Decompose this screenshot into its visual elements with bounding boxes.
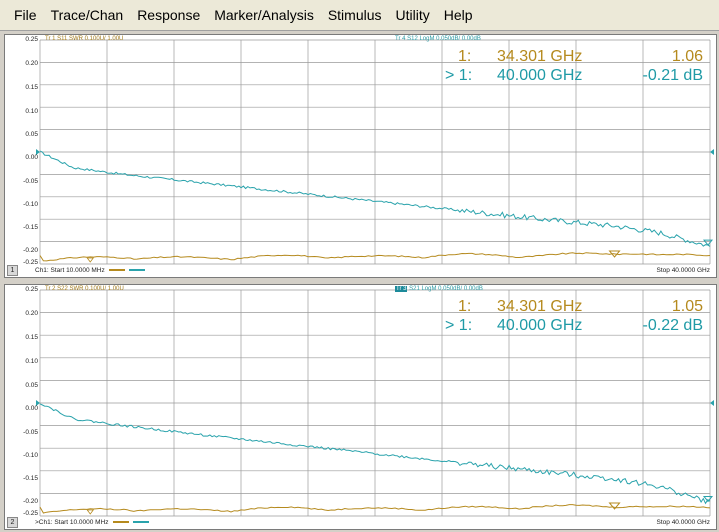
y-tick: -0.10 xyxy=(23,452,38,459)
y-tick: -0.20 xyxy=(23,247,38,254)
legend-logm-swatch xyxy=(132,521,149,524)
y-tick: 0.10 xyxy=(25,108,38,115)
channel-2-footer: 2 >Ch1: Start 10.0000 MHz Stop 40.0000 G… xyxy=(5,517,716,529)
sweep-start[interactable]: Ch1: Start 10.0000 MHz xyxy=(35,265,145,277)
legend-swr-swatch xyxy=(112,521,129,524)
channel-2-plot[interactable] xyxy=(5,285,716,529)
marker-start-icon xyxy=(86,257,95,263)
marker-1-value: 1.06 xyxy=(671,48,703,65)
y-tick: -0.25 xyxy=(23,510,38,517)
trace-4-id: Tr 4 xyxy=(395,36,406,42)
y-tick: -0.05 xyxy=(23,178,38,185)
channel-2-panel[interactable]: Tr 2 S22 SWR 0.100U/ 1.00U Tr 3 S21 LogM… xyxy=(4,284,717,530)
y-tick: 0.00 xyxy=(25,154,38,161)
sweep-stop[interactable]: Stop 40.0000 GHz xyxy=(656,267,710,274)
channel-1-number[interactable]: 1 xyxy=(7,265,18,276)
y-tick: -0.05 xyxy=(23,429,38,436)
trace-2-header[interactable]: Tr 2 S22 SWR 0.100U/ 1.00U xyxy=(45,286,124,292)
channel-2-number[interactable]: 2 xyxy=(7,517,18,528)
trace-logm-line xyxy=(39,403,711,505)
menu-bar: File Trace/Chan Response Marker/Analysis… xyxy=(0,0,719,31)
menu-utility[interactable]: Utility xyxy=(395,7,430,23)
channel-1-footer: 1 Ch1: Start 10.0000 MHz Stop 40.0000 GH… xyxy=(5,265,716,277)
legend-swr-swatch xyxy=(108,269,125,272)
trace-4-header[interactable]: Tr 4 S12 LogM 0.050dB/ 0.00dB xyxy=(395,36,481,43)
reference-arrow-right-icon xyxy=(710,149,714,155)
channel-1-panel[interactable]: Tr 1 S11 SWR 0.100U/ 1.00U Tr 4 S12 LogM… xyxy=(4,34,717,278)
marker-1-label[interactable]: 1: xyxy=(458,48,472,65)
trace-3-header[interactable]: Tr 3 S21 LogM 0.050dB/ 0.00dB xyxy=(395,286,483,293)
y-tick: -0.25 xyxy=(23,259,38,266)
sweep-start-label: >Ch1: Start 10.0000 MHz xyxy=(35,519,109,526)
menu-file[interactable]: File xyxy=(14,7,37,23)
marker-1-label[interactable]: 1: xyxy=(458,298,472,315)
y-tick: -0.15 xyxy=(23,475,38,482)
menu-marker-analysis[interactable]: Marker/Analysis xyxy=(214,7,314,23)
trace-swr-line xyxy=(39,504,711,514)
marker-1-value: 1.05 xyxy=(671,298,703,315)
marker-1-triangle-icon xyxy=(608,250,621,258)
channel-1-plot[interactable] xyxy=(5,35,716,277)
reference-arrow-left-icon xyxy=(36,149,40,155)
marker-2-frequency[interactable]: 40.000 GHz xyxy=(497,317,583,334)
y-tick: 0.25 xyxy=(25,286,38,293)
menu-response[interactable]: Response xyxy=(137,7,201,23)
marker-2-value: -0.22 dB xyxy=(642,317,703,334)
y-tick: 0.05 xyxy=(25,131,38,138)
menu-help[interactable]: Help xyxy=(443,7,473,23)
y-tick: 0.10 xyxy=(25,358,38,365)
y-tick: 0.00 xyxy=(25,405,38,412)
trace-3-id: Tr 3 xyxy=(395,286,408,292)
menu-trace-chan[interactable]: Trace/Chan xyxy=(50,7,124,23)
marker-2-value: -0.21 dB xyxy=(642,67,703,84)
sweep-start-label: Ch1: Start 10.0000 MHz xyxy=(35,267,105,274)
trace-swr-line xyxy=(39,252,711,262)
y-tick: 0.20 xyxy=(25,310,38,317)
y-tick: -0.15 xyxy=(23,224,38,231)
trace-4-params: S12 LogM 0.050dB/ 0.00dB xyxy=(405,36,481,42)
y-tick: 0.25 xyxy=(25,36,38,43)
legend-logm-swatch xyxy=(128,269,145,272)
y-tick: -0.10 xyxy=(23,201,38,208)
y-tick: 0.15 xyxy=(25,84,38,91)
y-tick: 0.20 xyxy=(25,60,38,67)
marker-1-frequency[interactable]: 34.301 GHz xyxy=(497,48,583,65)
marker-1-frequency[interactable]: 34.301 GHz xyxy=(497,298,583,315)
marker-2-label[interactable]: > 1: xyxy=(445,67,473,84)
marker-1-triangle-icon xyxy=(608,502,621,510)
trace-logm-line xyxy=(39,150,711,247)
reference-arrow-left-icon xyxy=(36,400,40,406)
y-tick: 0.05 xyxy=(25,382,38,389)
marker-2-label[interactable]: > 1: xyxy=(445,317,473,334)
sweep-start[interactable]: >Ch1: Start 10.0000 MHz xyxy=(35,517,149,529)
marker-start-icon xyxy=(86,509,95,515)
menu-stimulus[interactable]: Stimulus xyxy=(327,7,382,23)
trace-3-params: S21 LogM 0.050dB/ 0.00dB xyxy=(407,286,483,292)
marker-2-triangle-icon xyxy=(702,495,714,503)
marker-2-frequency[interactable]: 40.000 GHz xyxy=(497,67,583,84)
y-tick: -0.20 xyxy=(23,498,38,505)
marker-2-triangle-icon xyxy=(702,239,714,246)
trace-1-header[interactable]: Tr 1 S11 SWR 0.100U/ 1.00U xyxy=(45,36,124,42)
y-tick: 0.15 xyxy=(25,334,38,341)
reference-arrow-right-icon xyxy=(710,400,714,406)
sweep-stop[interactable]: Stop 40.0000 GHz xyxy=(656,519,710,526)
